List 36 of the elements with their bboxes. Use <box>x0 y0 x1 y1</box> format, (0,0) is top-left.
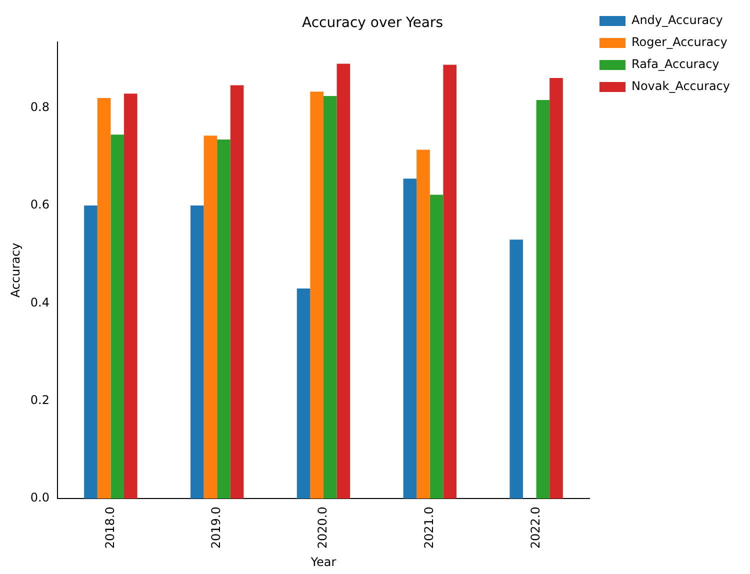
y-tick-label: 0.8 <box>30 100 50 114</box>
bar <box>336 64 350 499</box>
bar <box>510 240 523 499</box>
bar <box>296 288 310 499</box>
bar <box>323 96 337 499</box>
bar <box>97 98 111 499</box>
bar <box>204 136 218 499</box>
legend-label: Novak_Accuracy <box>631 79 730 94</box>
x-tick-label: 2020.0 <box>316 506 330 549</box>
bar <box>550 78 563 499</box>
legend-label: Rafa_Accuracy <box>631 57 720 72</box>
bar <box>416 150 430 499</box>
bar <box>110 134 124 499</box>
x-tick-label: 2018.0 <box>102 506 117 549</box>
y-tick-label: 0.0 <box>30 490 50 505</box>
chart-title: Accuracy over Years <box>302 15 443 32</box>
y-tick-label: 0.4 <box>30 295 50 310</box>
bar <box>230 85 244 499</box>
x-tick-label: 2021.0 <box>422 506 436 549</box>
bar <box>443 64 456 499</box>
bar <box>536 100 550 499</box>
bar <box>217 140 230 499</box>
bar <box>430 194 444 499</box>
legend-label: Roger_Accuracy <box>631 35 728 50</box>
y-axis-title: Accuracy <box>8 242 22 298</box>
y-tick-label: 0.2 <box>30 393 50 408</box>
x-tick-label: 2019.0 <box>209 506 224 549</box>
legend-label: Andy_Accuracy <box>631 13 723 28</box>
bar <box>403 178 417 499</box>
bar <box>310 92 324 499</box>
x-tick-label: 2022.0 <box>528 506 542 549</box>
y-tick-label: 0.6 <box>30 198 50 212</box>
bar <box>190 205 204 499</box>
x-axis-title: Year <box>310 554 336 569</box>
bar <box>84 205 98 499</box>
bar <box>124 94 138 499</box>
